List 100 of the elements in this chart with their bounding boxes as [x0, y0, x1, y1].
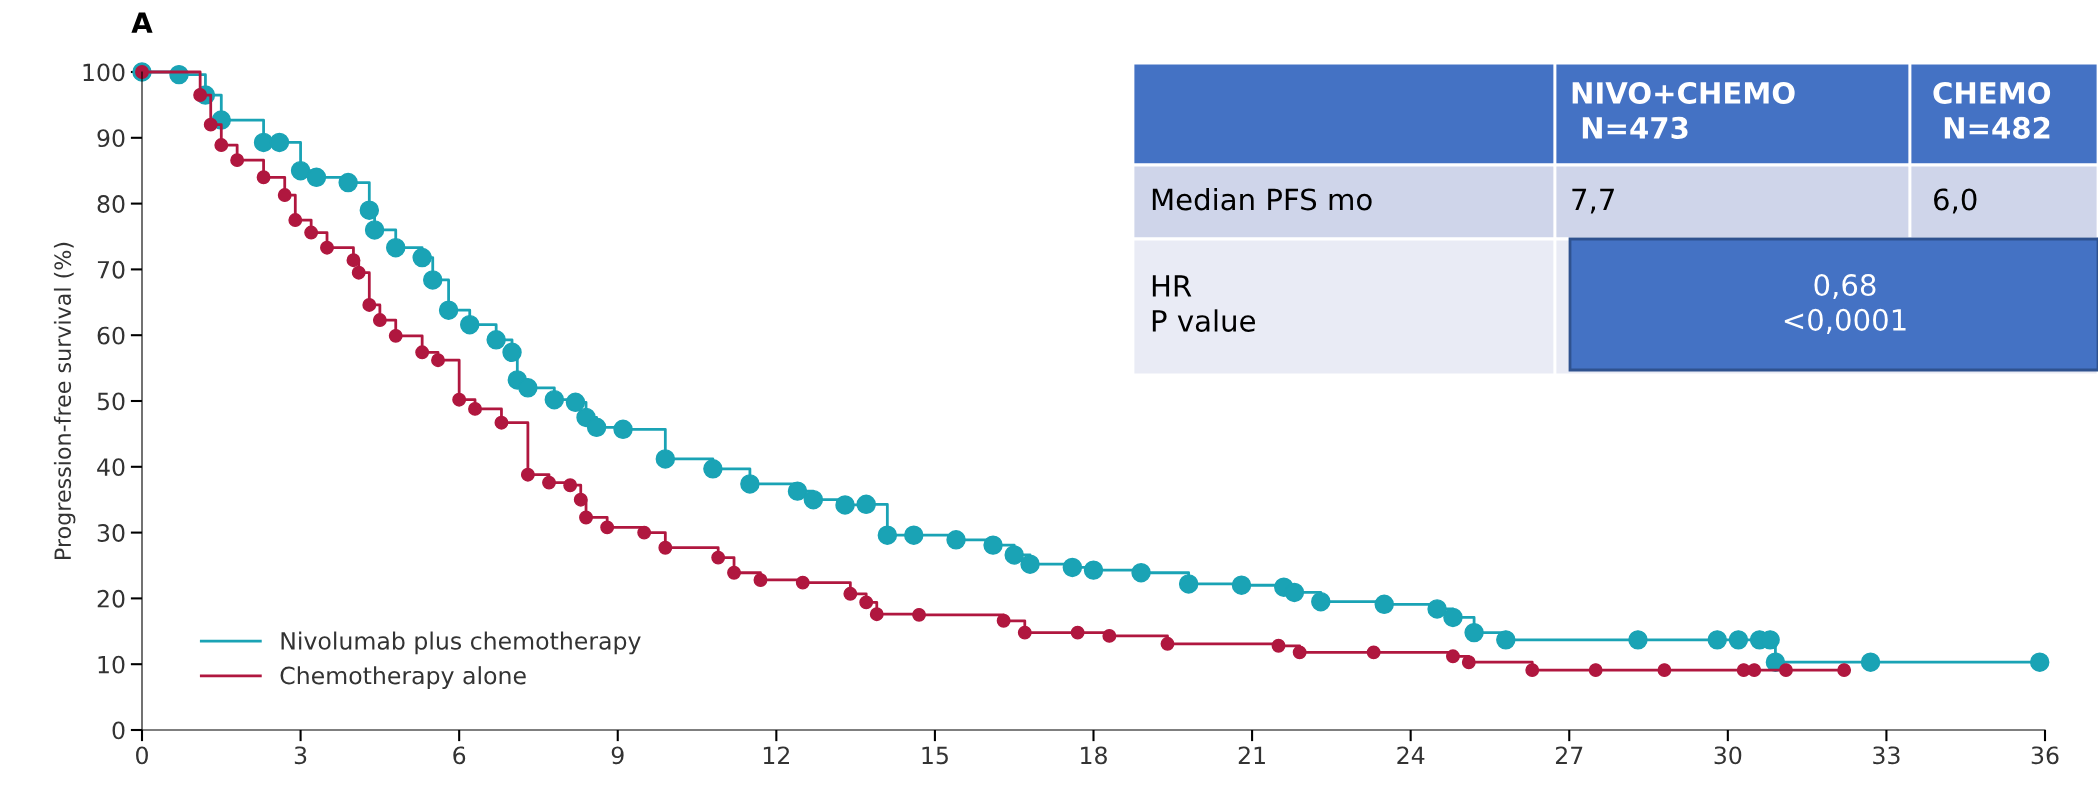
point [1062, 557, 1083, 578]
point [452, 392, 467, 407]
point [362, 297, 377, 312]
legend-label: Nivolumab plus chemotherapy [281, 631, 641, 655]
point [423, 270, 443, 290]
point [203, 117, 218, 132]
x-tick-label: 27 [1555, 746, 1583, 764]
point [320, 240, 334, 255]
point [346, 253, 361, 268]
y-tick-label: 30 [97, 524, 125, 542]
point [946, 530, 966, 550]
point [904, 525, 924, 545]
point [637, 525, 652, 540]
y-tick-label: 50 [97, 392, 125, 411]
point [835, 495, 855, 515]
point [1464, 622, 1484, 643]
point [877, 525, 898, 545]
point [386, 237, 406, 258]
point [859, 595, 874, 610]
point [795, 575, 810, 590]
point [486, 330, 506, 350]
point [460, 314, 480, 335]
point [803, 489, 824, 510]
x-tick-label: 18 [1081, 746, 1107, 765]
point [1657, 663, 1672, 678]
point [468, 401, 482, 416]
point [1837, 663, 1852, 678]
point [740, 474, 760, 494]
point [1728, 630, 1749, 650]
point [703, 459, 723, 479]
annotation: 0,68 <0,0001 [1784, 273, 1906, 334]
point [269, 132, 290, 153]
point [544, 389, 565, 410]
point [1070, 625, 1085, 640]
point [563, 478, 578, 493]
point [306, 167, 327, 188]
point [1461, 655, 1476, 670]
point [364, 220, 385, 240]
point [2029, 652, 2050, 672]
point [1178, 574, 1199, 594]
point [290, 160, 311, 181]
point [1131, 563, 1151, 583]
point [856, 494, 876, 515]
legend-label: Chemotherapy alone [280, 666, 526, 690]
point [1311, 591, 1331, 612]
point [431, 353, 445, 368]
point [753, 573, 768, 587]
point [412, 247, 432, 268]
point [1496, 630, 1516, 650]
point [787, 481, 808, 501]
y-tick-label: 60 [97, 326, 125, 345]
y-tick-label: 90 [97, 129, 125, 148]
point [658, 540, 673, 555]
point [438, 300, 459, 320]
point [256, 170, 271, 185]
point [388, 328, 403, 343]
point [565, 392, 586, 413]
point [573, 492, 588, 507]
point [1446, 649, 1460, 664]
x-tick-label: 9 [611, 746, 624, 765]
annotation: Median PFS mo [1152, 187, 1372, 211]
point [1366, 645, 1381, 660]
point [983, 535, 1003, 555]
point [288, 213, 303, 227]
x-tick-label: 36 [2031, 746, 2059, 765]
point [277, 188, 292, 202]
point [1747, 663, 1762, 678]
point [1231, 575, 1252, 595]
point [1083, 560, 1104, 580]
point [711, 550, 726, 565]
point [1707, 630, 1727, 650]
point [372, 313, 387, 328]
x-tick-label: 6 [453, 746, 466, 765]
point [1427, 599, 1447, 619]
point [1525, 663, 1540, 678]
point [304, 225, 319, 240]
point [727, 565, 741, 580]
point [520, 467, 535, 482]
point [613, 419, 633, 440]
annotation: HR P value [1152, 275, 1255, 332]
point [1860, 652, 1881, 672]
x-tick-label: 15 [922, 746, 948, 765]
annotation: NIVO+CHEMO N=473 [1572, 81, 1795, 139]
point [1017, 625, 1032, 640]
x-tick-label: 33 [1873, 746, 1900, 765]
point [1102, 628, 1117, 643]
y-tick-label: 80 [97, 195, 125, 213]
point [1443, 607, 1463, 628]
point [518, 378, 538, 398]
point [655, 449, 676, 469]
x-tick-label: 12 [763, 746, 789, 764]
point [1020, 554, 1040, 574]
point [586, 417, 607, 438]
annotation: CHEMO N=482 [1933, 81, 2051, 139]
point [214, 138, 229, 152]
y-tick-label: 20 [97, 589, 125, 608]
y-tick-label: 70 [97, 260, 125, 279]
point [996, 613, 1011, 628]
point [1160, 636, 1175, 651]
x-tick-label: 3 [294, 746, 307, 765]
